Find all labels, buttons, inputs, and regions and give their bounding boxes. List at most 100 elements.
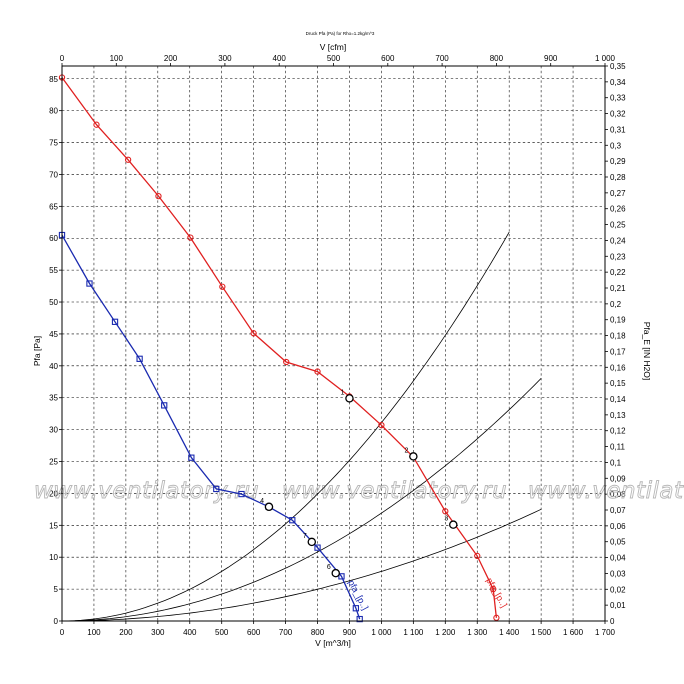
x-top-tick-label: 1 000 — [595, 54, 616, 63]
x-bottom-tick-label: 800 — [311, 628, 325, 637]
fan-curve-1 — [58, 74, 500, 621]
y-left-tick-label: 10 — [49, 553, 58, 562]
y-right-tick-label: 0,18 — [610, 332, 626, 341]
x-bottom-tick-label: 300 — [151, 628, 165, 637]
data-point-circle — [283, 358, 290, 366]
data-point-square — [188, 454, 195, 461]
data-point-square — [352, 605, 360, 612]
x-bottom-tick-label: 600 — [247, 628, 261, 637]
x-bottom-tick-label: 1 100 — [403, 628, 424, 637]
data-point-circle — [493, 614, 500, 621]
y-right-tick-label: 0,23 — [610, 252, 626, 261]
series-line — [61, 234, 361, 620]
data-point-circle — [93, 121, 100, 128]
y-right-tick-label: 0,14 — [610, 395, 626, 404]
x-bottom-tick-label: 1 000 — [371, 628, 392, 637]
y-right-tick-label: 0,05 — [610, 538, 626, 547]
x-bottom-tick-label: 1 200 — [435, 628, 456, 637]
fan-curves — [58, 74, 500, 623]
x-top-tick-label: 100 — [110, 54, 124, 63]
data-point-circle — [474, 552, 481, 560]
x-bottom-tick-label: 1 300 — [467, 628, 488, 637]
y-left-tick-label: 60 — [49, 234, 58, 243]
x-top-tick-label: 400 — [273, 54, 287, 63]
x-bottom-tick-label: 700 — [279, 628, 293, 637]
operating-point-marker — [409, 452, 418, 461]
watermark: www.ventilatory.ru — [282, 478, 507, 504]
y-right-tick-label: 0,34 — [610, 78, 626, 87]
y-right-tick-label: 0,09 — [610, 474, 626, 483]
operating-point-label: 4 — [260, 498, 264, 505]
operating-point-label: 7 — [303, 533, 307, 540]
watermark: www.ventilatory.ru — [528, 478, 684, 504]
system-resistance-curve — [62, 378, 542, 622]
data-point-square — [314, 544, 321, 551]
x-top-tick-label: 900 — [544, 54, 558, 63]
y-right-tick-label: 0,11 — [610, 443, 626, 452]
x-bottom-tick-label: 1 400 — [499, 628, 520, 637]
y-left-tick-label: 40 — [49, 362, 58, 371]
system-curves — [61, 231, 542, 622]
y-left-tick-label: 65 — [49, 202, 58, 211]
x-bottom-tick-label: 900 — [343, 628, 357, 637]
x-top-tick-label: 800 — [490, 54, 504, 63]
operating-points: 1 2 3 4 7 6 — [260, 389, 458, 578]
x-bottom-tick-label: 500 — [215, 628, 229, 637]
y-right-tick-label: 0,33 — [610, 94, 626, 103]
y-right-tick-label: 0,2 — [610, 300, 622, 309]
y-right-tick-label: 0,16 — [610, 363, 626, 372]
y-left-tick-label: 5 — [54, 585, 59, 594]
y-left-tick-label: 15 — [49, 521, 58, 530]
bottom-axis-title: V [m^3/h] — [315, 638, 351, 648]
x-top-tick-label: 300 — [218, 54, 232, 63]
x-bottom-tick-label: 1 600 — [563, 628, 584, 637]
operating-point-marker — [264, 502, 274, 512]
data-point-circle — [314, 368, 321, 375]
x-top-tick-label: 500 — [327, 54, 341, 63]
data-point-square — [86, 280, 93, 287]
data-point-square — [213, 485, 220, 493]
y-right-tick-label: 0,28 — [610, 173, 626, 182]
chart-title: Druck Pfa (Pa) for Rho=1.2kg/m^3 — [306, 31, 375, 36]
y-right-tick-label: 0,07 — [610, 506, 626, 515]
data-point-circle — [250, 330, 257, 337]
y-right-tick-label: 0,12 — [610, 427, 626, 436]
system-resistance-curve — [62, 508, 542, 622]
y-right-tick-label: 0,25 — [610, 221, 626, 230]
operating-point-label: 1 — [341, 389, 345, 396]
y-right-tick-label: 0,15 — [610, 379, 626, 388]
data-point-circle — [155, 192, 162, 200]
operating-point-label: 6 — [327, 564, 331, 571]
grid-lines — [62, 66, 605, 621]
x-bottom-tick-label: 0 — [60, 628, 65, 637]
series-label-red: pfa_[p..] — [484, 576, 509, 609]
operating-point-marker — [307, 537, 317, 547]
operating-point-marker — [449, 520, 458, 529]
y-right-tick-label: 0,27 — [610, 189, 626, 198]
y-left-tick-label: 45 — [49, 330, 58, 339]
data-point-square — [238, 490, 245, 498]
y-right-tick-label: 0,3 — [610, 141, 622, 150]
y-left-tick-label: 70 — [49, 170, 58, 179]
x-bottom-tick-label: 100 — [87, 628, 101, 637]
data-point-square — [338, 573, 345, 580]
y-left-tick-label: 30 — [49, 426, 58, 435]
left-axis-title: Pfa [Pa] — [32, 336, 42, 366]
y-right-tick-label: 0,13 — [610, 411, 626, 420]
y-left-tick-label: 20 — [49, 489, 58, 498]
right-axis-title: Pfa_E [IN H2O] — [642, 322, 652, 381]
y-left-tick-label: 0 — [54, 617, 59, 626]
data-point-circle — [187, 234, 194, 241]
y-left-tick-label: 55 — [49, 266, 58, 275]
y-left-tick-label: 50 — [49, 298, 58, 307]
watermark: www.ventilatory.ru — [34, 478, 259, 504]
y-left-tick-label: 75 — [49, 139, 58, 148]
y-right-tick-label: 0,35 — [610, 62, 626, 71]
series-line — [61, 77, 498, 618]
y-left-tick-label: 80 — [49, 107, 58, 116]
y-right-tick-label: 0,01 — [610, 601, 626, 610]
operating-point-marker — [345, 394, 354, 403]
x-top-tick-label: 200 — [164, 54, 178, 63]
data-point-circle — [378, 422, 385, 429]
operating-point-label: 3 — [444, 516, 448, 523]
